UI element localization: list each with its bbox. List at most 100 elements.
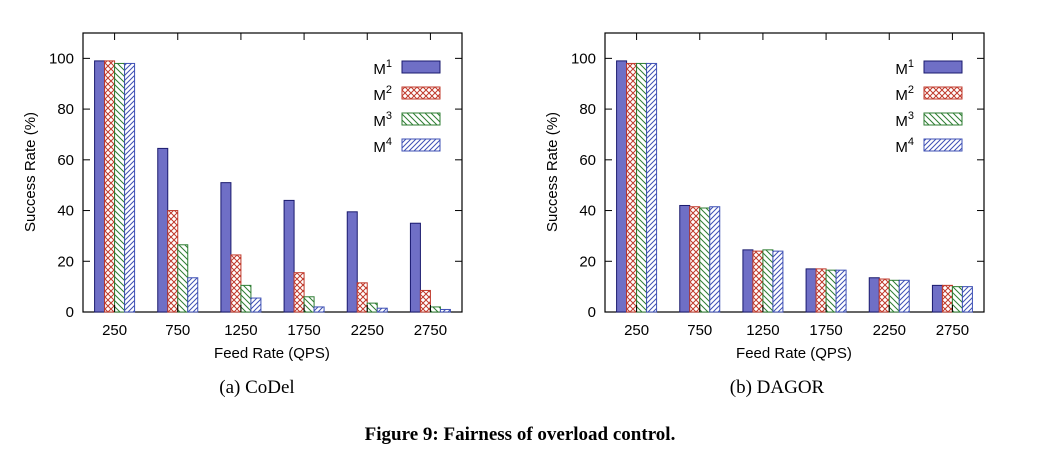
bar-m4-250 [124, 62, 136, 313]
x-tick-label: 1250 [746, 322, 779, 339]
bar-m2-750 [167, 210, 179, 313]
legend-swatch-m4 [401, 138, 441, 152]
bar-m3-250 [636, 62, 648, 313]
bar-m2-2750 [941, 284, 953, 313]
legend-label-m2: M2 [373, 84, 392, 104]
bar-m1-1750 [805, 268, 817, 313]
legend-label-m2: M2 [895, 84, 914, 104]
legend-label-m3: M3 [373, 110, 392, 130]
y-axis: 0 20 40 60 80 100 [571, 50, 984, 321]
x-tick-label: 2750 [414, 322, 447, 339]
x-tick-label: 1750 [287, 322, 320, 339]
x-axis: 250 750 1250 1750 2250 2750 [102, 33, 447, 339]
bar-m4-1750 [313, 306, 325, 313]
bar-m4-250 [646, 62, 658, 313]
bar-m3-750 [699, 207, 711, 313]
bar-m3-2250 [366, 302, 378, 313]
bar-m3-2750 [951, 286, 963, 313]
y-tick-label: 60 [579, 152, 596, 169]
bar-m1-2750 [409, 222, 421, 313]
bar-m1-2250 [868, 277, 880, 313]
bar-m2-2250 [356, 282, 368, 313]
bar-m1-1250 [742, 249, 754, 313]
bar-m3-1750 [303, 296, 315, 313]
x-tick-label: 750 [165, 322, 190, 339]
legend-label-m1: M1 [373, 58, 392, 78]
bar-m4-2750 [961, 286, 973, 313]
bar-m2-2250 [878, 278, 890, 313]
bar-m4-1250 [250, 297, 262, 313]
legend-label-m1: M1 [895, 58, 914, 78]
x-tick-label: 1250 [224, 322, 257, 339]
y-axis: 0 20 40 60 80 100 [49, 50, 462, 321]
bar-m2-250 [104, 60, 116, 313]
x-tick-label: 2250 [873, 322, 906, 339]
bar-m2-2750 [419, 289, 431, 313]
bar-m4-750 [709, 206, 721, 313]
bar-m2-1250 [230, 254, 242, 313]
legend: M1 M2 M3 M4 [895, 58, 963, 156]
legend-swatch-m1 [923, 60, 963, 74]
legend-swatch-m3 [401, 112, 441, 126]
figure-caption: Figure 9: Fairness of overload control. [365, 424, 676, 445]
bar-m1-250 [94, 60, 106, 313]
x-axis-label: Feed Rate (QPS) [214, 345, 330, 362]
bar-m3-1750 [825, 269, 837, 313]
bar-m3-1250 [762, 249, 774, 313]
y-tick-label: 100 [49, 50, 74, 67]
bar-m1-1250 [220, 182, 232, 313]
legend-swatch-m1 [401, 60, 441, 74]
x-axis: 250 750 1250 1750 2250 2750 [624, 33, 969, 339]
legend-swatch-m3 [923, 112, 963, 126]
subfigure-caption: (b) DAGOR [730, 377, 825, 398]
y-tick-label: 20 [57, 253, 74, 270]
bar-m1-750 [679, 204, 691, 313]
y-tick-label: 100 [571, 50, 596, 67]
y-tick-label: 80 [57, 101, 74, 118]
y-tick-label: 80 [579, 101, 596, 118]
bar-m3-250 [114, 62, 126, 313]
bar-m1-1750 [283, 199, 295, 313]
bars [94, 60, 451, 313]
x-tick-label: 250 [102, 322, 127, 339]
chart-panel-dagor: 0 20 40 60 80 100 250 750 1250 1750 2250 2750 M1 M2… [544, 32, 985, 398]
y-axis-label: Success Rate (%) [22, 112, 39, 232]
x-tick-label: 750 [687, 322, 712, 339]
bar-m4-1750 [835, 269, 847, 313]
plot-frame [604, 32, 985, 313]
bars [616, 60, 973, 313]
bar-m4-2250 [376, 307, 388, 313]
chart-panel-codel: 0 20 40 60 80 100 250 750 1250 1750 2250 2750 M1 M2… [22, 32, 463, 398]
bar-m2-1750 [815, 268, 827, 313]
y-tick-label: 0 [588, 304, 596, 321]
legend-label-m4: M4 [895, 136, 914, 156]
bar-m2-1250 [752, 250, 764, 313]
bar-m2-250 [626, 62, 638, 313]
bar-m1-250 [616, 60, 628, 313]
legend: M1 M2 M3 M4 [373, 58, 441, 156]
y-tick-label: 20 [579, 253, 596, 270]
bar-m3-750 [177, 244, 189, 313]
x-axis-label: Feed Rate (QPS) [736, 345, 852, 362]
legend-swatch-m2 [401, 86, 441, 100]
bar-m2-750 [689, 206, 701, 313]
plot-frame [82, 32, 463, 313]
bar-m4-2750 [439, 308, 451, 313]
legend-label-m4: M4 [373, 136, 392, 156]
bar-m3-2750 [429, 306, 441, 313]
y-tick-label: 40 [579, 203, 596, 220]
x-tick-label: 1750 [809, 322, 842, 339]
y-tick-label: 40 [57, 203, 74, 220]
bar-m1-2750 [931, 284, 943, 313]
x-tick-label: 2250 [351, 322, 384, 339]
y-tick-label: 60 [57, 152, 74, 169]
bar-m3-1250 [240, 284, 252, 313]
bar-m4-2250 [898, 279, 910, 313]
legend-swatch-m2 [923, 86, 963, 100]
y-tick-label: 0 [66, 304, 74, 321]
bar-m2-1750 [293, 272, 305, 313]
bar-m1-2250 [346, 211, 358, 313]
y-axis-label: Success Rate (%) [544, 112, 561, 232]
bar-m3-2250 [888, 279, 900, 313]
